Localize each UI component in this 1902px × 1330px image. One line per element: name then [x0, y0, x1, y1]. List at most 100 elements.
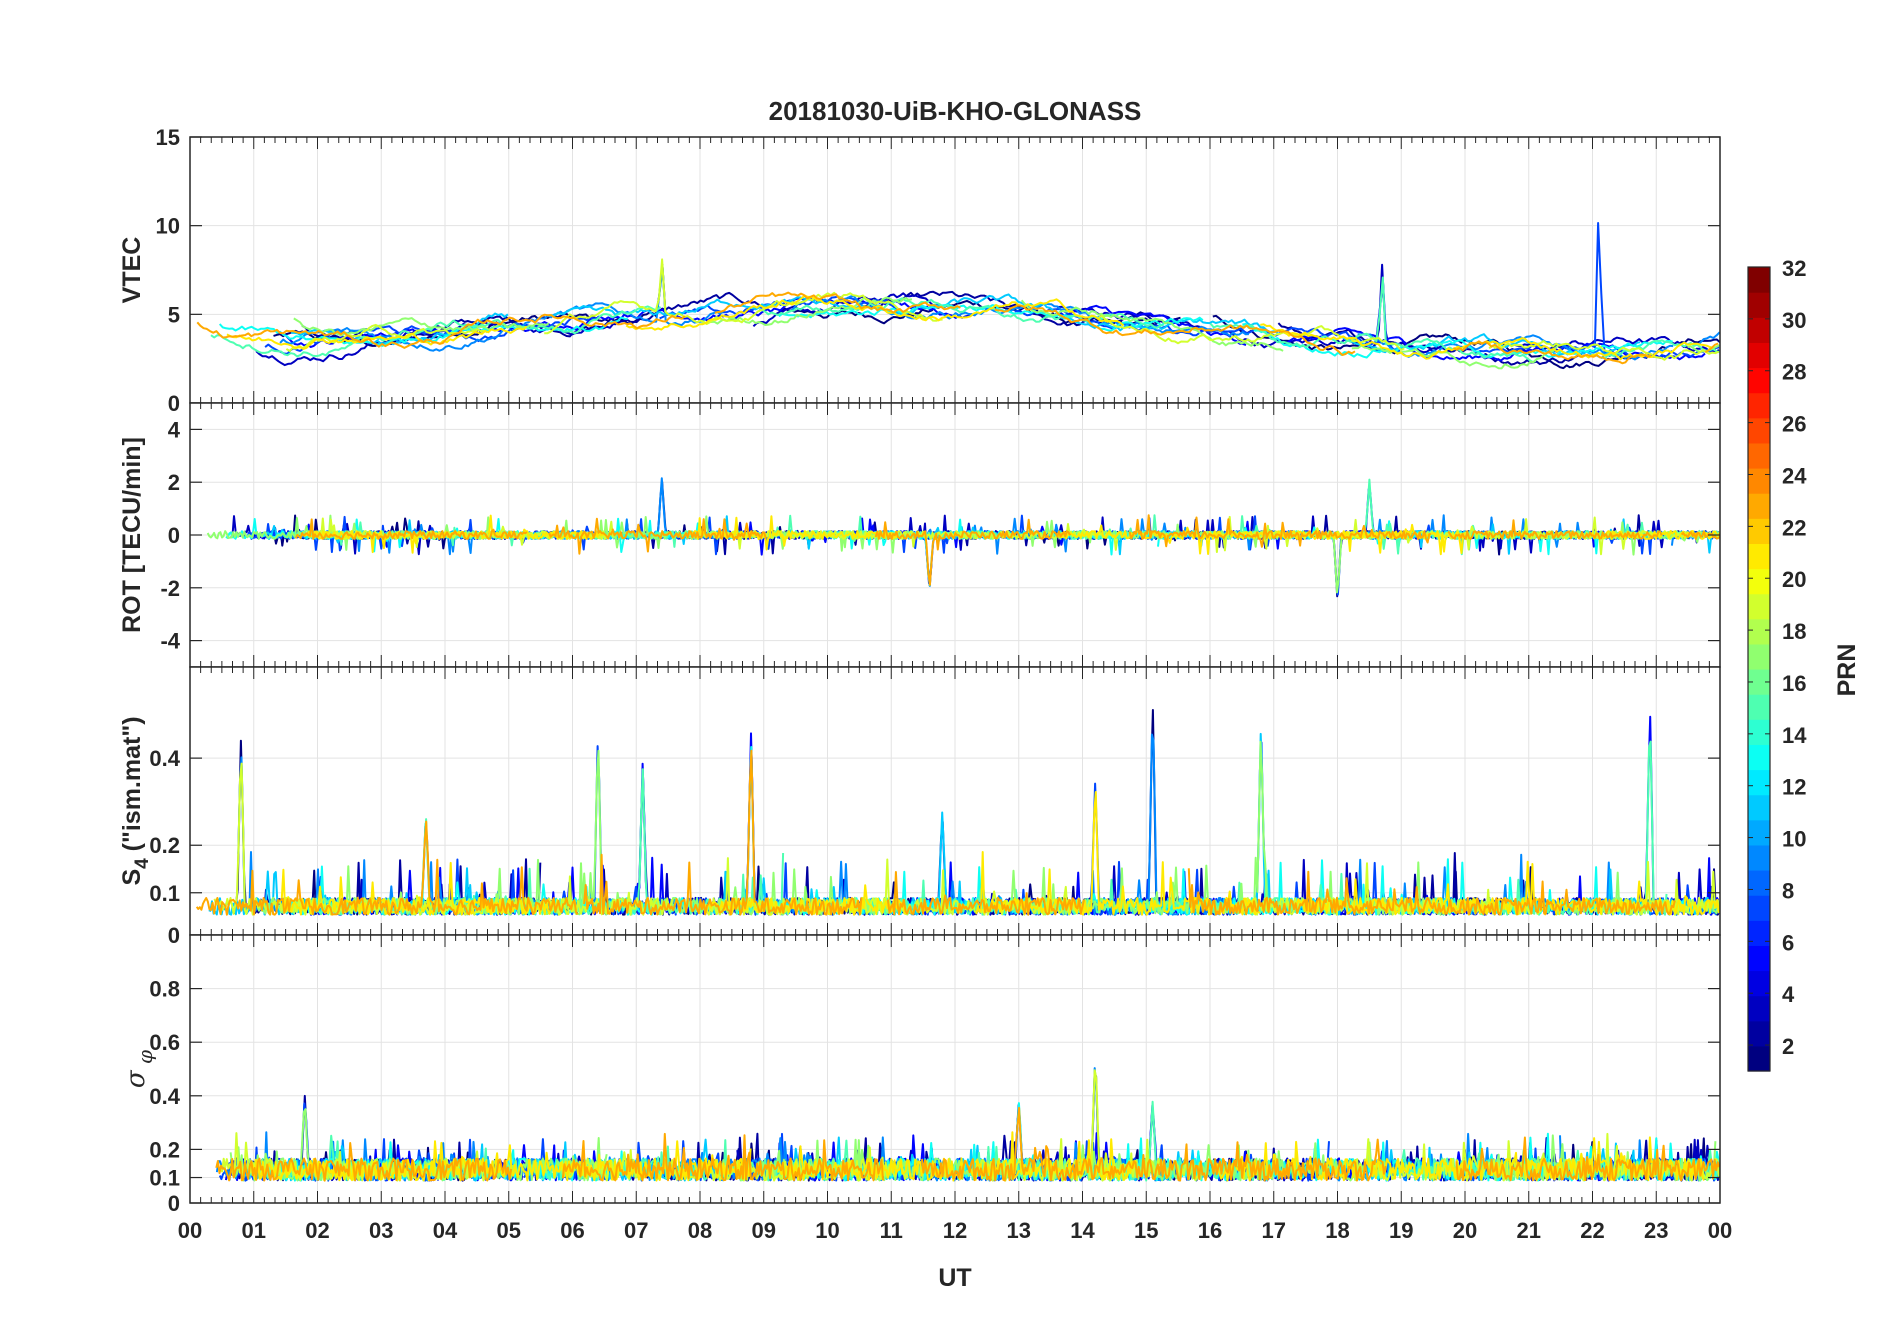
rot-ytick-label: 2 — [168, 470, 180, 495]
x-tick-label: 00 — [178, 1218, 202, 1243]
rot-panel: -4 -2 0 2 4 ROT [TECU/min] — [118, 402, 1721, 668]
colorbar-band — [1748, 367, 1770, 394]
colorbar-tick-label: 16 — [1782, 671, 1806, 696]
colorbar-tick-label: 18 — [1782, 619, 1806, 644]
s4-panel: 0 0.1 0.2 0.4S4 ("ism.mat") — [118, 666, 1721, 948]
sigma_phi-ytick-label: 0.6 — [149, 1030, 180, 1055]
colorbar-band — [1748, 417, 1770, 444]
s4-ytick-label: 0.2 — [149, 833, 180, 858]
x-tick-label: 09 — [752, 1218, 776, 1243]
vtec-prn-9-line — [279, 266, 1720, 361]
rot-prn-23-line — [294, 514, 1720, 586]
vtec-ytick-label: 15 — [156, 125, 180, 150]
x-tick-label: 18 — [1325, 1218, 1349, 1243]
x-axis-label: UT — [938, 1264, 971, 1292]
colorbar-band — [1748, 468, 1770, 494]
sigma_phi-ytick-label: 0.1 — [149, 1166, 180, 1191]
colorbar-band — [1748, 292, 1770, 318]
vtec-ytick-label: 10 — [156, 214, 180, 239]
x-tick-label: 01 — [242, 1218, 266, 1243]
s4-axis-label: S4 ("ism.mat") — [118, 716, 153, 885]
x-tick-label: 07 — [624, 1218, 648, 1243]
colorbar-band — [1748, 643, 1770, 670]
vtec-series — [196, 222, 1720, 370]
sigma_phi-ytick-label: 0.2 — [149, 1137, 180, 1162]
sigma_phi-series — [215, 1067, 1720, 1182]
x-tick-label: 16 — [1198, 1218, 1222, 1243]
s4-ytick-label: 0.4 — [149, 746, 180, 771]
s4-series — [195, 709, 1720, 916]
vtec-prn-15-line — [210, 276, 1720, 363]
colorbar-band — [1748, 267, 1770, 293]
vtec-axis-label: VTEC — [118, 237, 146, 304]
colorbar-band — [1748, 543, 1770, 570]
colorbar-tick-label: 8 — [1782, 878, 1794, 903]
colorbar-band — [1748, 995, 1770, 1022]
colorbar-band — [1748, 1045, 1770, 1072]
sigma_phi-ytick-label: 0 — [168, 1191, 180, 1216]
colorbar-band — [1748, 442, 1770, 469]
s4-prn-23-line — [195, 749, 1676, 916]
x-tick-label: 22 — [1580, 1218, 1604, 1243]
colorbar-band — [1748, 744, 1770, 771]
sigma_phi-ytick-label: 0.4 — [149, 1084, 180, 1109]
colorbar-tick-label: 4 — [1782, 982, 1795, 1007]
colorbar-band — [1748, 945, 1770, 972]
sigma-phi-axis-label: σ φ — [121, 1050, 157, 1088]
colorbar-band — [1748, 317, 1770, 343]
colorbar-band — [1748, 568, 1770, 595]
colorbar-tick-label: 26 — [1782, 412, 1806, 437]
colorbar-tick-label: 30 — [1782, 308, 1806, 333]
x-tick-label: 23 — [1644, 1218, 1668, 1243]
colorbar-tick-label: 2 — [1782, 1034, 1794, 1059]
x-tick-label: 00 — [1708, 1218, 1732, 1243]
colorbar-band — [1748, 794, 1770, 821]
colorbar-band — [1748, 769, 1770, 796]
colorbar-tick-label: 14 — [1782, 723, 1807, 748]
colorbar-band — [1748, 518, 1770, 544]
colorbar-tick-label: 12 — [1782, 775, 1806, 800]
colorbar-band — [1748, 593, 1770, 620]
x-tick-label: 04 — [433, 1218, 458, 1243]
rot-series — [206, 477, 1720, 598]
x-tick-label: 06 — [560, 1218, 584, 1243]
colorbar-tick-label: 6 — [1782, 930, 1794, 955]
colorbar-band — [1748, 819, 1770, 846]
x-tick-label: 19 — [1389, 1218, 1413, 1243]
vtec-ytick-label: 5 — [168, 302, 180, 327]
vtec-prn-19-line — [285, 258, 1720, 361]
colorbar-band — [1748, 618, 1770, 645]
vtec-prn-17-line — [293, 296, 1720, 370]
colorbar-band — [1748, 895, 1770, 921]
colorbar-frame — [1747, 266, 1771, 1072]
colorbar-band — [1748, 669, 1770, 695]
colorbar-band — [1748, 920, 1770, 946]
colorbar-tick-label: 24 — [1782, 463, 1807, 488]
vtec-ytick-label: 0 — [168, 391, 180, 416]
x-tick-label: 20 — [1453, 1218, 1477, 1243]
colorbar-band — [1748, 970, 1770, 997]
x-tick-label: 05 — [497, 1218, 521, 1243]
sigma_phi-prn-23-line — [215, 1106, 1720, 1182]
x-tick-label: 13 — [1007, 1218, 1031, 1243]
x-tick-label: 02 — [305, 1218, 329, 1243]
colorbar-band — [1748, 342, 1770, 369]
colorbar-tick-label: 22 — [1782, 515, 1806, 540]
colorbar-tick-label: 20 — [1782, 567, 1806, 592]
x-tick-label: 10 — [815, 1218, 839, 1243]
x-tick-labels: 00 01 02 03 04 05 06 07 08 09 10 11 12 13 14 15 16 17 18 19… — [178, 1218, 1732, 1243]
s4-ytick-label: 0 — [168, 923, 180, 948]
colorbar-band — [1748, 493, 1770, 519]
x-tick-label: 03 — [369, 1218, 393, 1243]
rot-axis-label: ROT [TECU/min] — [118, 437, 146, 633]
colorbar-tick-label: 10 — [1782, 827, 1806, 852]
vtec-prn-11-line — [291, 293, 1641, 359]
colorbar-band — [1748, 719, 1770, 745]
colorbar-band — [1748, 844, 1770, 871]
colorbar-band — [1748, 694, 1770, 720]
x-tick-label: 12 — [943, 1218, 967, 1243]
chart-title: 20181030-UiB-KHO-GLONASS — [769, 96, 1142, 126]
vtec-panel: 0 5 10 15 VTEC — [118, 125, 1721, 416]
